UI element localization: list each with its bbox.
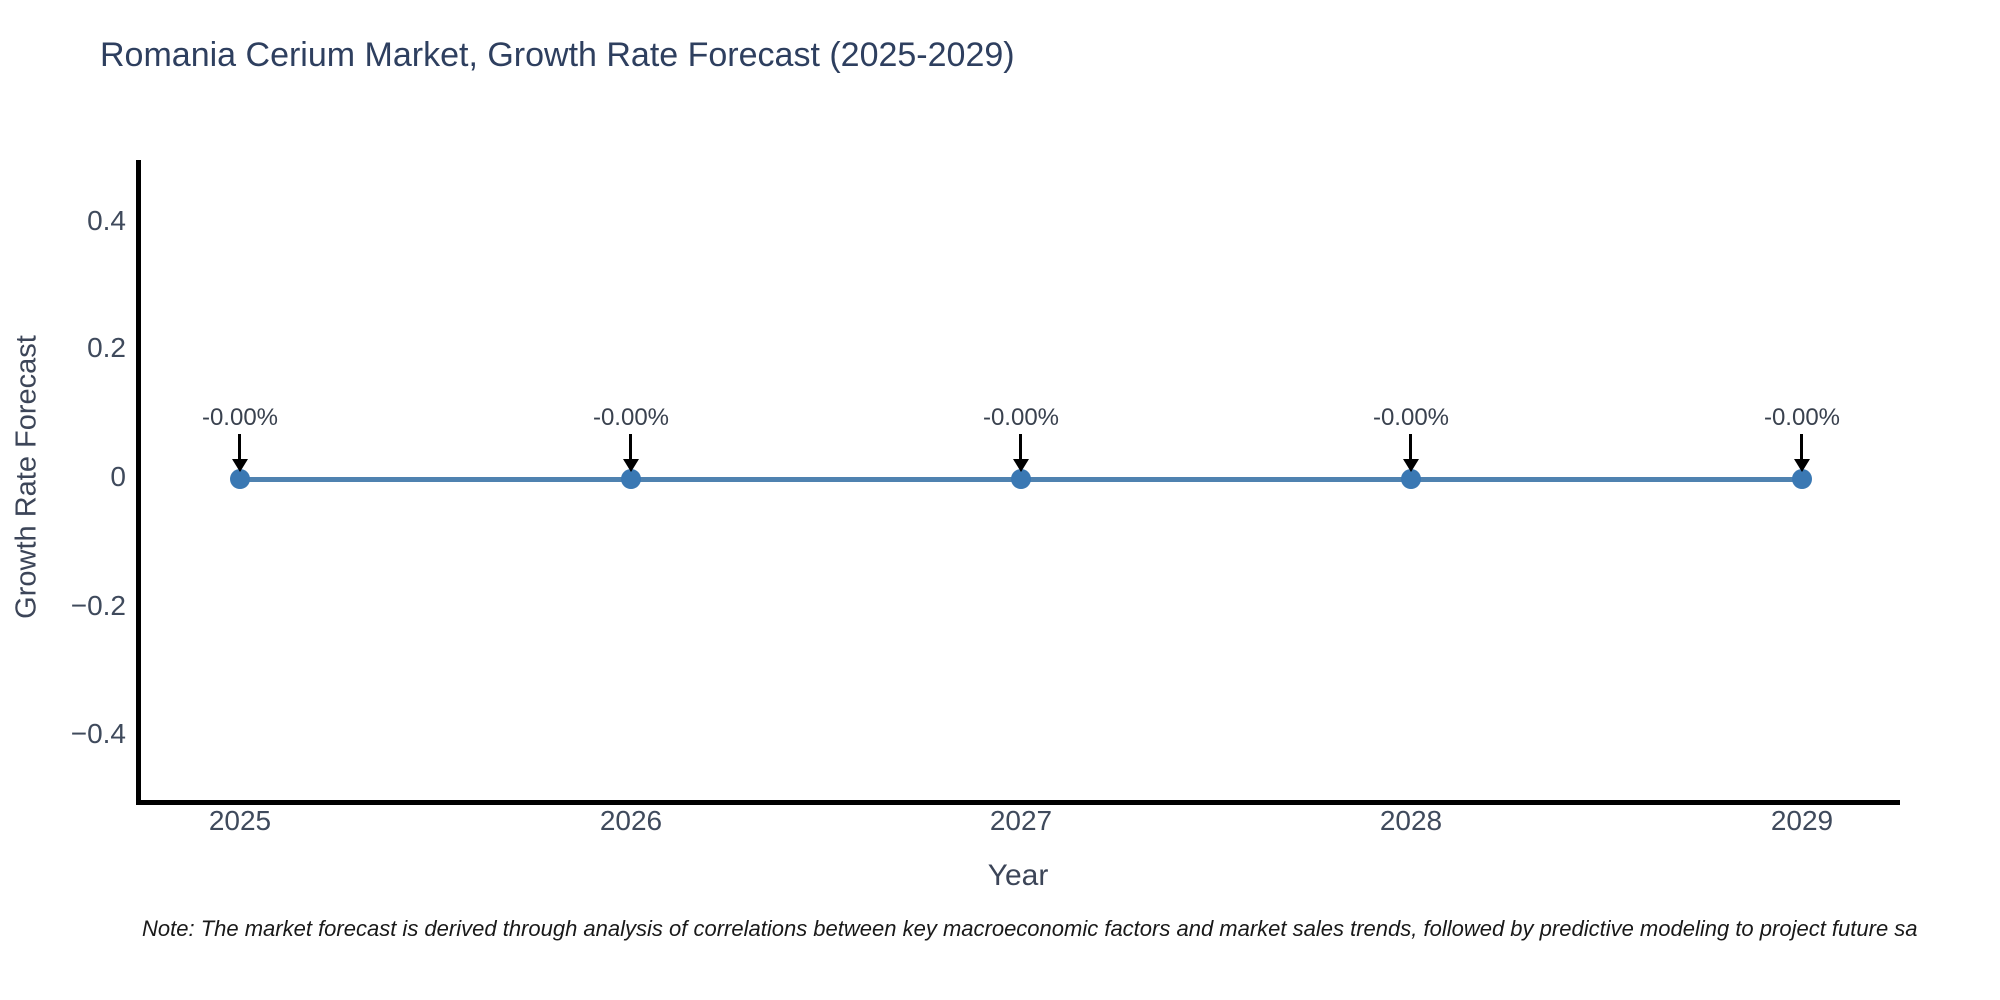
data-label-2026: -0.00% (592, 404, 670, 431)
data-point-2029 (1792, 469, 1812, 489)
annotation-arrow-stem (1800, 434, 1803, 461)
x-axis-title: Year (987, 859, 1049, 892)
x-tick-label: 2028 (1379, 805, 1443, 836)
annotation-arrow-stem (238, 434, 241, 461)
annotation-arrow-stem (1019, 434, 1022, 461)
data-label-2025: -0.00% (201, 404, 279, 431)
annotation-arrow-stem (1409, 434, 1412, 461)
y-tick-label: 0 (110, 461, 126, 492)
y-axis-spine (136, 160, 141, 805)
x-axis-spine (136, 800, 1900, 805)
x-tick-label: 2027 (989, 805, 1053, 836)
data-point-2025 (230, 469, 250, 489)
annotation-arrow-head-icon (232, 459, 248, 472)
data-label-2027: -0.00% (982, 404, 1060, 431)
x-tick-label: 2025 (208, 805, 272, 836)
x-tick-label: 2026 (599, 805, 663, 836)
methodology-note: Note: The market forecast is derived thr… (142, 916, 1918, 941)
annotation-arrow-head-icon (1794, 459, 1810, 472)
annotation-arrow-stem (629, 434, 632, 461)
y-tick-label: 0.2 (87, 332, 126, 363)
y-tick-label: −0.4 (70, 718, 126, 749)
data-point-2028 (1401, 469, 1421, 489)
annotation-arrow-head-icon (1013, 459, 1029, 472)
data-point-2026 (621, 469, 641, 489)
annotation-arrow-head-icon (623, 459, 639, 472)
x-tick-label: 2029 (1770, 805, 1834, 836)
y-tick-label: −0.2 (70, 590, 126, 621)
annotation-arrow-head-icon (1403, 459, 1419, 472)
data-label-2029: -0.00% (1763, 404, 1841, 431)
data-label-2028: -0.00% (1372, 404, 1450, 431)
data-point-2027 (1011, 469, 1031, 489)
chart-title: Romania Cerium Market, Growth Rate Forec… (100, 36, 1015, 74)
y-tick-label: 0.4 (87, 205, 126, 236)
